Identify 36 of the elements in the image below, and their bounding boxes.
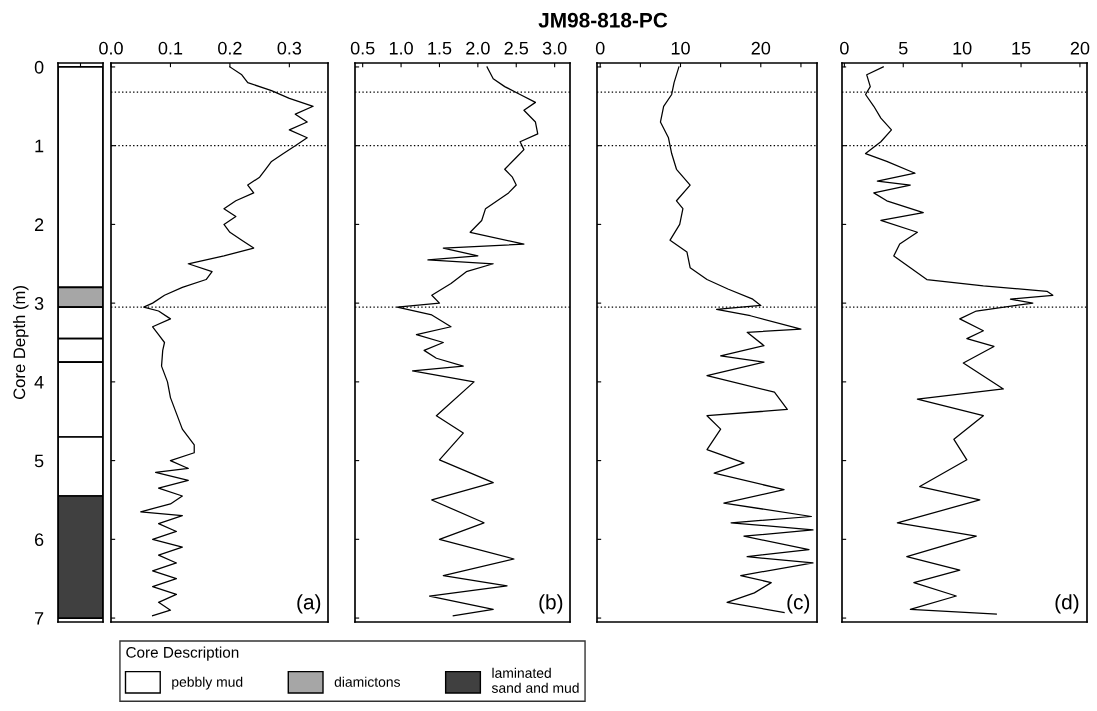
y-tick-label: 1 — [35, 139, 44, 153]
x-tick-label: 0.2 — [218, 41, 242, 55]
x-tick-label: 10 — [671, 41, 690, 55]
x-tick-label: 1.0 — [389, 41, 413, 55]
y-tick-label: 6 — [34, 533, 44, 547]
y-tick-label: 2 — [34, 218, 44, 231]
x-tick-label: 1.5 — [428, 41, 452, 55]
legend-label: laminated sand and mud — [491, 667, 579, 693]
y-tick-label: 5 — [34, 454, 44, 468]
x-tick-label: 5 — [898, 41, 908, 55]
legend-label: pebbly mud — [172, 676, 243, 690]
y-tick-label: 7 — [35, 612, 44, 625]
y-tick-label: 3 — [34, 297, 44, 310]
legend-title: Core Description — [126, 646, 239, 661]
y-tick-label: 4 — [34, 375, 44, 389]
annotation: (d) — [1055, 594, 1079, 614]
legend-label: diamictons — [334, 676, 400, 687]
x-tick-label: 15 — [1012, 41, 1031, 55]
chart-title: JM98-818-PC — [538, 12, 668, 28]
x-tick-label: 2.5 — [504, 41, 529, 55]
x-tick-label: 2.0 — [466, 41, 490, 55]
x-tick-label: 0.5 — [350, 41, 375, 55]
y-axis-title: Core Depth (m) — [12, 286, 29, 400]
x-tick-label: 0.1 — [158, 41, 183, 55]
x-tick-label: 0 — [840, 41, 849, 55]
annotation: (c) — [787, 594, 810, 614]
annotation: (a) — [297, 594, 321, 614]
x-tick-label: 20 — [1070, 41, 1090, 55]
x-tick-label: 20 — [751, 41, 771, 55]
x-tick-label: 0 — [595, 41, 605, 55]
x-tick-label: 0.3 — [277, 41, 302, 55]
annotation: (b) — [539, 594, 563, 614]
x-tick-label: 10 — [953, 41, 972, 55]
y-tick-label: 0 — [34, 60, 44, 74]
x-tick-label: 0.0 — [99, 41, 123, 55]
x-tick-label: 3.0 — [542, 41, 567, 55]
